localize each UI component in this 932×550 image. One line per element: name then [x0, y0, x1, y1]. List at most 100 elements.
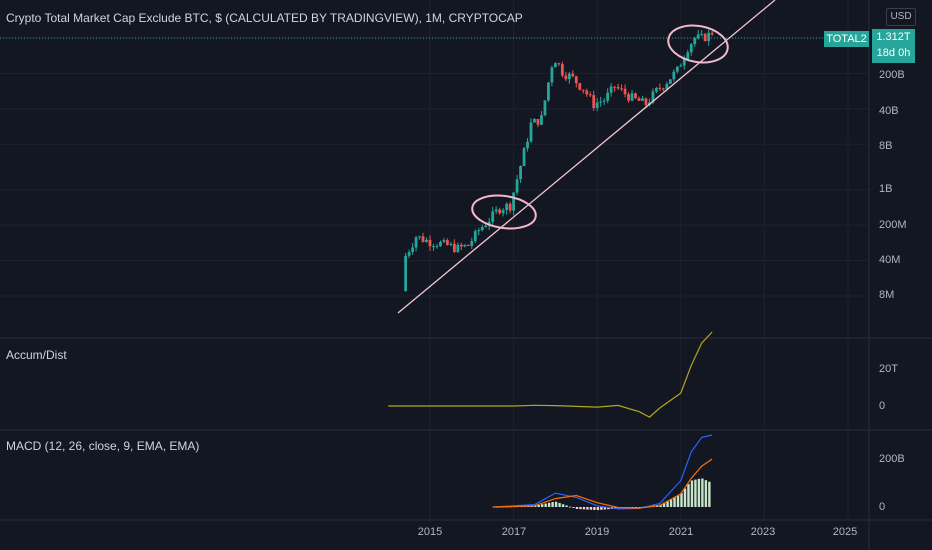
- y-tick-200m: 200M: [879, 219, 907, 231]
- candle-body: [560, 64, 564, 76]
- macd-line: [492, 434, 713, 510]
- candle-body: [452, 243, 456, 252]
- candle-body: [421, 236, 425, 242]
- macd-hist-bar: [589, 507, 593, 510]
- candle-body: [439, 242, 442, 247]
- currency-badge[interactable]: USD: [886, 8, 916, 26]
- macd-hist-bar: [676, 495, 680, 507]
- macd-hist-bar: [565, 505, 568, 507]
- candle-body: [508, 203, 512, 211]
- ad-tick-0: 0: [879, 400, 886, 412]
- candle-body: [533, 119, 536, 123]
- candle-body: [543, 100, 547, 116]
- candle-body: [682, 58, 686, 66]
- macd-hist-bar: [708, 481, 711, 507]
- candle-body: [466, 244, 470, 246]
- x-tick-2021: 2021: [668, 526, 694, 538]
- y-tick-40m: 40M: [879, 254, 901, 266]
- candle-body: [703, 33, 707, 41]
- candle-body: [634, 93, 637, 99]
- macd-hist-bar: [635, 507, 638, 508]
- candle-body: [581, 89, 585, 91]
- candle-body: [655, 87, 658, 92]
- macd-hist-bar: [680, 492, 683, 507]
- candle-body: [505, 203, 509, 210]
- candle-body: [609, 86, 613, 93]
- last-price-badge: 1.312T 18d 0h: [872, 29, 915, 63]
- macd-hist-bar: [561, 504, 565, 507]
- candle-body: [547, 82, 550, 101]
- x-tick-2019: 2019: [584, 526, 610, 538]
- candle-body: [661, 88, 665, 90]
- candle-body: [473, 231, 477, 242]
- macd-hist-bar: [540, 504, 544, 507]
- grid-lines: [0, 0, 869, 520]
- candle-body: [613, 86, 617, 88]
- candle-body: [512, 192, 515, 211]
- candle-body: [428, 239, 432, 247]
- macd-hist-bar: [572, 507, 575, 508]
- candle-body: [435, 246, 439, 248]
- macd-hist-bar: [673, 497, 676, 507]
- candle-body: [707, 32, 711, 41]
- candle-body: [693, 38, 697, 45]
- macd-hist-bar: [669, 498, 673, 507]
- y-tick-40b: 40B: [879, 105, 899, 117]
- candle-body: [637, 98, 641, 101]
- macd-hist-bar: [614, 507, 617, 509]
- candle-body: [571, 73, 575, 77]
- macd-hist-bar: [537, 504, 540, 507]
- main-chart-title: Crypto Total Market Cap Exclude BTC, $ (…: [6, 11, 523, 25]
- macd-title: MACD (12, 26, close, 9, EMA, EMA): [6, 439, 200, 453]
- macd-hist-bar: [687, 484, 690, 507]
- candle-body: [595, 102, 599, 108]
- ellipse-2016[interactable]: [470, 192, 538, 233]
- candle-body: [620, 88, 623, 90]
- x-tick-2017: 2017: [501, 526, 527, 538]
- candle-body: [623, 88, 627, 95]
- macd-hist-bar: [551, 502, 554, 507]
- candle-body: [540, 115, 543, 125]
- y-tick-8b: 8B: [879, 140, 893, 152]
- candle-body: [574, 76, 578, 84]
- candle-body: [522, 148, 526, 167]
- macd-hist-bar: [683, 488, 687, 507]
- price-candles[interactable]: [404, 29, 714, 292]
- candle-body: [627, 94, 630, 101]
- candle-body: [606, 92, 610, 101]
- y-tick-200b: 200B: [879, 69, 905, 81]
- macd-hist-bar: [690, 480, 694, 507]
- macd-hist-bar: [666, 500, 669, 507]
- candle-body: [425, 239, 428, 242]
- candle-body: [432, 246, 435, 248]
- candle-body: [484, 225, 488, 228]
- candle-body: [602, 100, 606, 102]
- macd-hist-bar: [600, 507, 603, 510]
- macd-hist-bar: [568, 506, 572, 508]
- macd-hist-bar: [575, 507, 579, 509]
- candle-body: [463, 244, 467, 247]
- macd-hist-bar: [638, 507, 641, 508]
- macd-series: [492, 434, 713, 510]
- x-tick-2025: 2025: [832, 526, 858, 538]
- candle-body: [668, 79, 672, 84]
- ellipse-2021[interactable]: [665, 21, 730, 67]
- trendline[interactable]: [397, 0, 776, 314]
- macd-hist-bar: [554, 501, 558, 507]
- candle-body: [446, 240, 449, 245]
- macd-hist-bar: [579, 507, 582, 510]
- candle-body: [689, 44, 693, 53]
- candle-body: [526, 141, 529, 149]
- candle-body: [578, 83, 582, 90]
- macd-hist-bar: [558, 502, 561, 507]
- candle-body: [418, 236, 421, 238]
- macd-tick-0: 0: [879, 501, 886, 513]
- macd-hist-bar: [582, 507, 586, 510]
- candle-body: [651, 91, 655, 103]
- ad-tick-20t: 20T: [879, 363, 898, 375]
- candle-body: [599, 101, 603, 103]
- candle-body: [658, 87, 662, 89]
- candle-body: [407, 251, 411, 256]
- candle-body: [679, 65, 683, 67]
